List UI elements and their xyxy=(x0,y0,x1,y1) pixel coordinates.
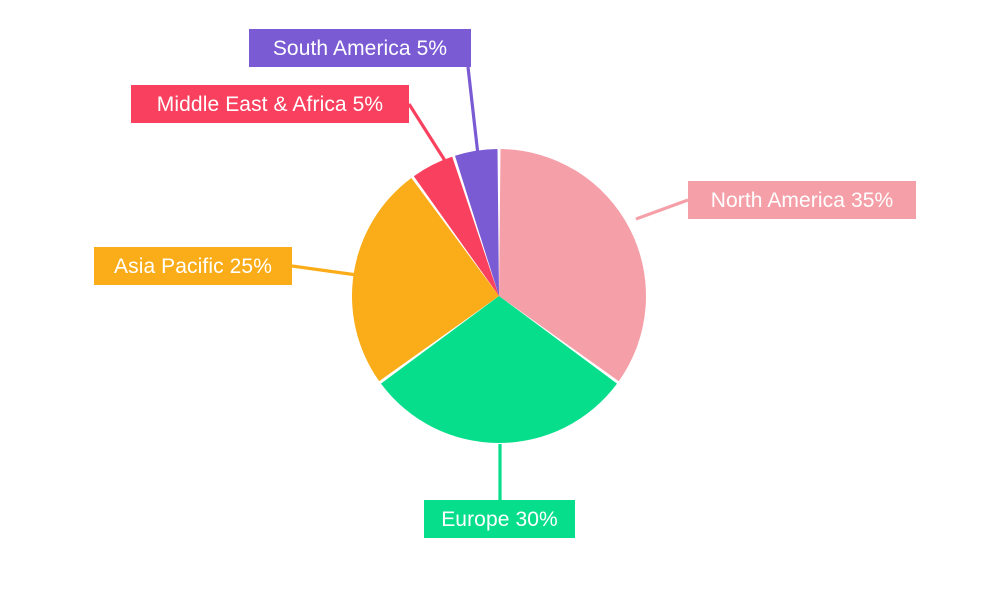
pie-slice-label-text: Asia Pacific 25% xyxy=(113,254,272,278)
pie-slice[interactable] xyxy=(499,149,646,382)
pie-slice[interactable] xyxy=(455,149,499,296)
pie-slice-label[interactable]: South America 5% xyxy=(249,29,471,67)
pie-slice[interactable] xyxy=(413,156,499,296)
pie-slice-label-text: Europe 30% xyxy=(441,507,558,531)
leader-line-group xyxy=(291,66,689,500)
pie-slice-group xyxy=(351,149,646,443)
pie-slice-label-text: North America 35% xyxy=(710,188,894,212)
leader-line xyxy=(466,66,480,156)
pie-slice-label[interactable]: North America 35% xyxy=(688,181,916,219)
leader-line xyxy=(291,264,358,277)
pie-slice-label[interactable]: Middle East & Africa 5% xyxy=(131,85,409,123)
pie-slice-label-text: Middle East & Africa 5% xyxy=(156,92,384,116)
pie-slice-label-text: South America 5% xyxy=(272,36,448,60)
pie-slice[interactable] xyxy=(351,177,499,382)
leader-line xyxy=(635,198,689,221)
leader-line xyxy=(407,103,451,168)
pie-slice-label[interactable]: Europe 30% xyxy=(424,500,575,538)
pie-slice-label[interactable]: Asia Pacific 25% xyxy=(94,247,292,285)
pie-slice[interactable] xyxy=(380,296,618,443)
